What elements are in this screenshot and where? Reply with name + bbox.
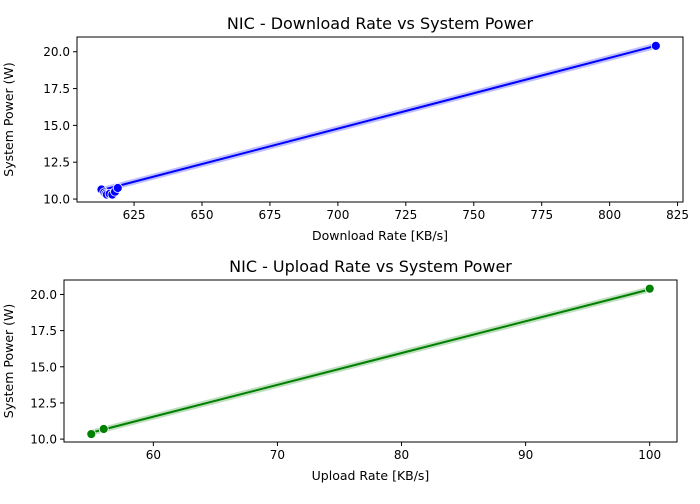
chart-2-x-tick-label: 70 bbox=[270, 448, 285, 462]
chart-1-y-axis-label: System Power (W) bbox=[1, 62, 16, 176]
chart-2-y-tick-label: 12.5 bbox=[30, 396, 57, 410]
chart-2-title: NIC - Upload Rate vs System Power bbox=[229, 257, 512, 276]
chart-1-x-tick-label: 625 bbox=[123, 208, 146, 222]
chart-2-data-point bbox=[644, 283, 655, 294]
chart-2-axes-frame bbox=[63, 279, 678, 443]
chart-2-x-tick-label: 90 bbox=[518, 448, 533, 462]
chart-1-x-tick-label: 825 bbox=[666, 208, 689, 222]
chart-1-y-tick-label: 10.0 bbox=[43, 193, 70, 207]
chart-2-y-tick-label: 15.0 bbox=[30, 360, 57, 374]
chart-1-x-tick-label: 700 bbox=[326, 208, 349, 222]
chart-2-data-point bbox=[86, 429, 97, 439]
chart-2-x-tick-label: 80 bbox=[394, 448, 409, 462]
chart-2-y-axis-label: System Power (W) bbox=[1, 304, 16, 418]
chart-1-x-tick-label: 775 bbox=[530, 208, 553, 222]
chart-2-y-tick-label: 17.5 bbox=[30, 324, 57, 338]
chart-1-x-tick-label: 750 bbox=[462, 208, 485, 222]
chart-1-x-tick-label: 675 bbox=[258, 208, 281, 222]
chart-2-x-axis-label: Upload Rate [KB/s] bbox=[312, 468, 430, 483]
chart-2-x-tick-label: 100 bbox=[638, 448, 661, 462]
chart-1-axes-frame bbox=[76, 36, 684, 203]
chart-2-y-tick-label: 20.0 bbox=[30, 288, 57, 302]
chart-1-fit-line bbox=[101, 44, 657, 192]
chart-1-x-tick-label: 800 bbox=[598, 208, 621, 222]
chart-1-data-point bbox=[650, 40, 661, 51]
chart-1-y-tick-label: 20.0 bbox=[43, 45, 70, 59]
chart-2-y-tick-label: 10.0 bbox=[30, 433, 57, 447]
chart-1-x-tick-label: 650 bbox=[191, 208, 214, 222]
chart-1-y-tick-label: 15.0 bbox=[43, 119, 70, 133]
chart-1-y-tick-label: 12.5 bbox=[43, 156, 70, 170]
chart-1-y-tick-label: 17.5 bbox=[43, 82, 70, 96]
chart-1-title: NIC - Download Rate vs System Power bbox=[227, 14, 534, 33]
chart-2-data-point bbox=[98, 424, 109, 434]
chart-1-x-tick-label: 725 bbox=[394, 208, 417, 222]
chart-2-fit-line bbox=[91, 288, 650, 434]
chart-2-x-tick-label: 60 bbox=[146, 448, 161, 462]
chart-1-data-point bbox=[112, 183, 123, 193]
chart-1-x-axis-label: Download Rate [KB/s] bbox=[312, 228, 448, 243]
